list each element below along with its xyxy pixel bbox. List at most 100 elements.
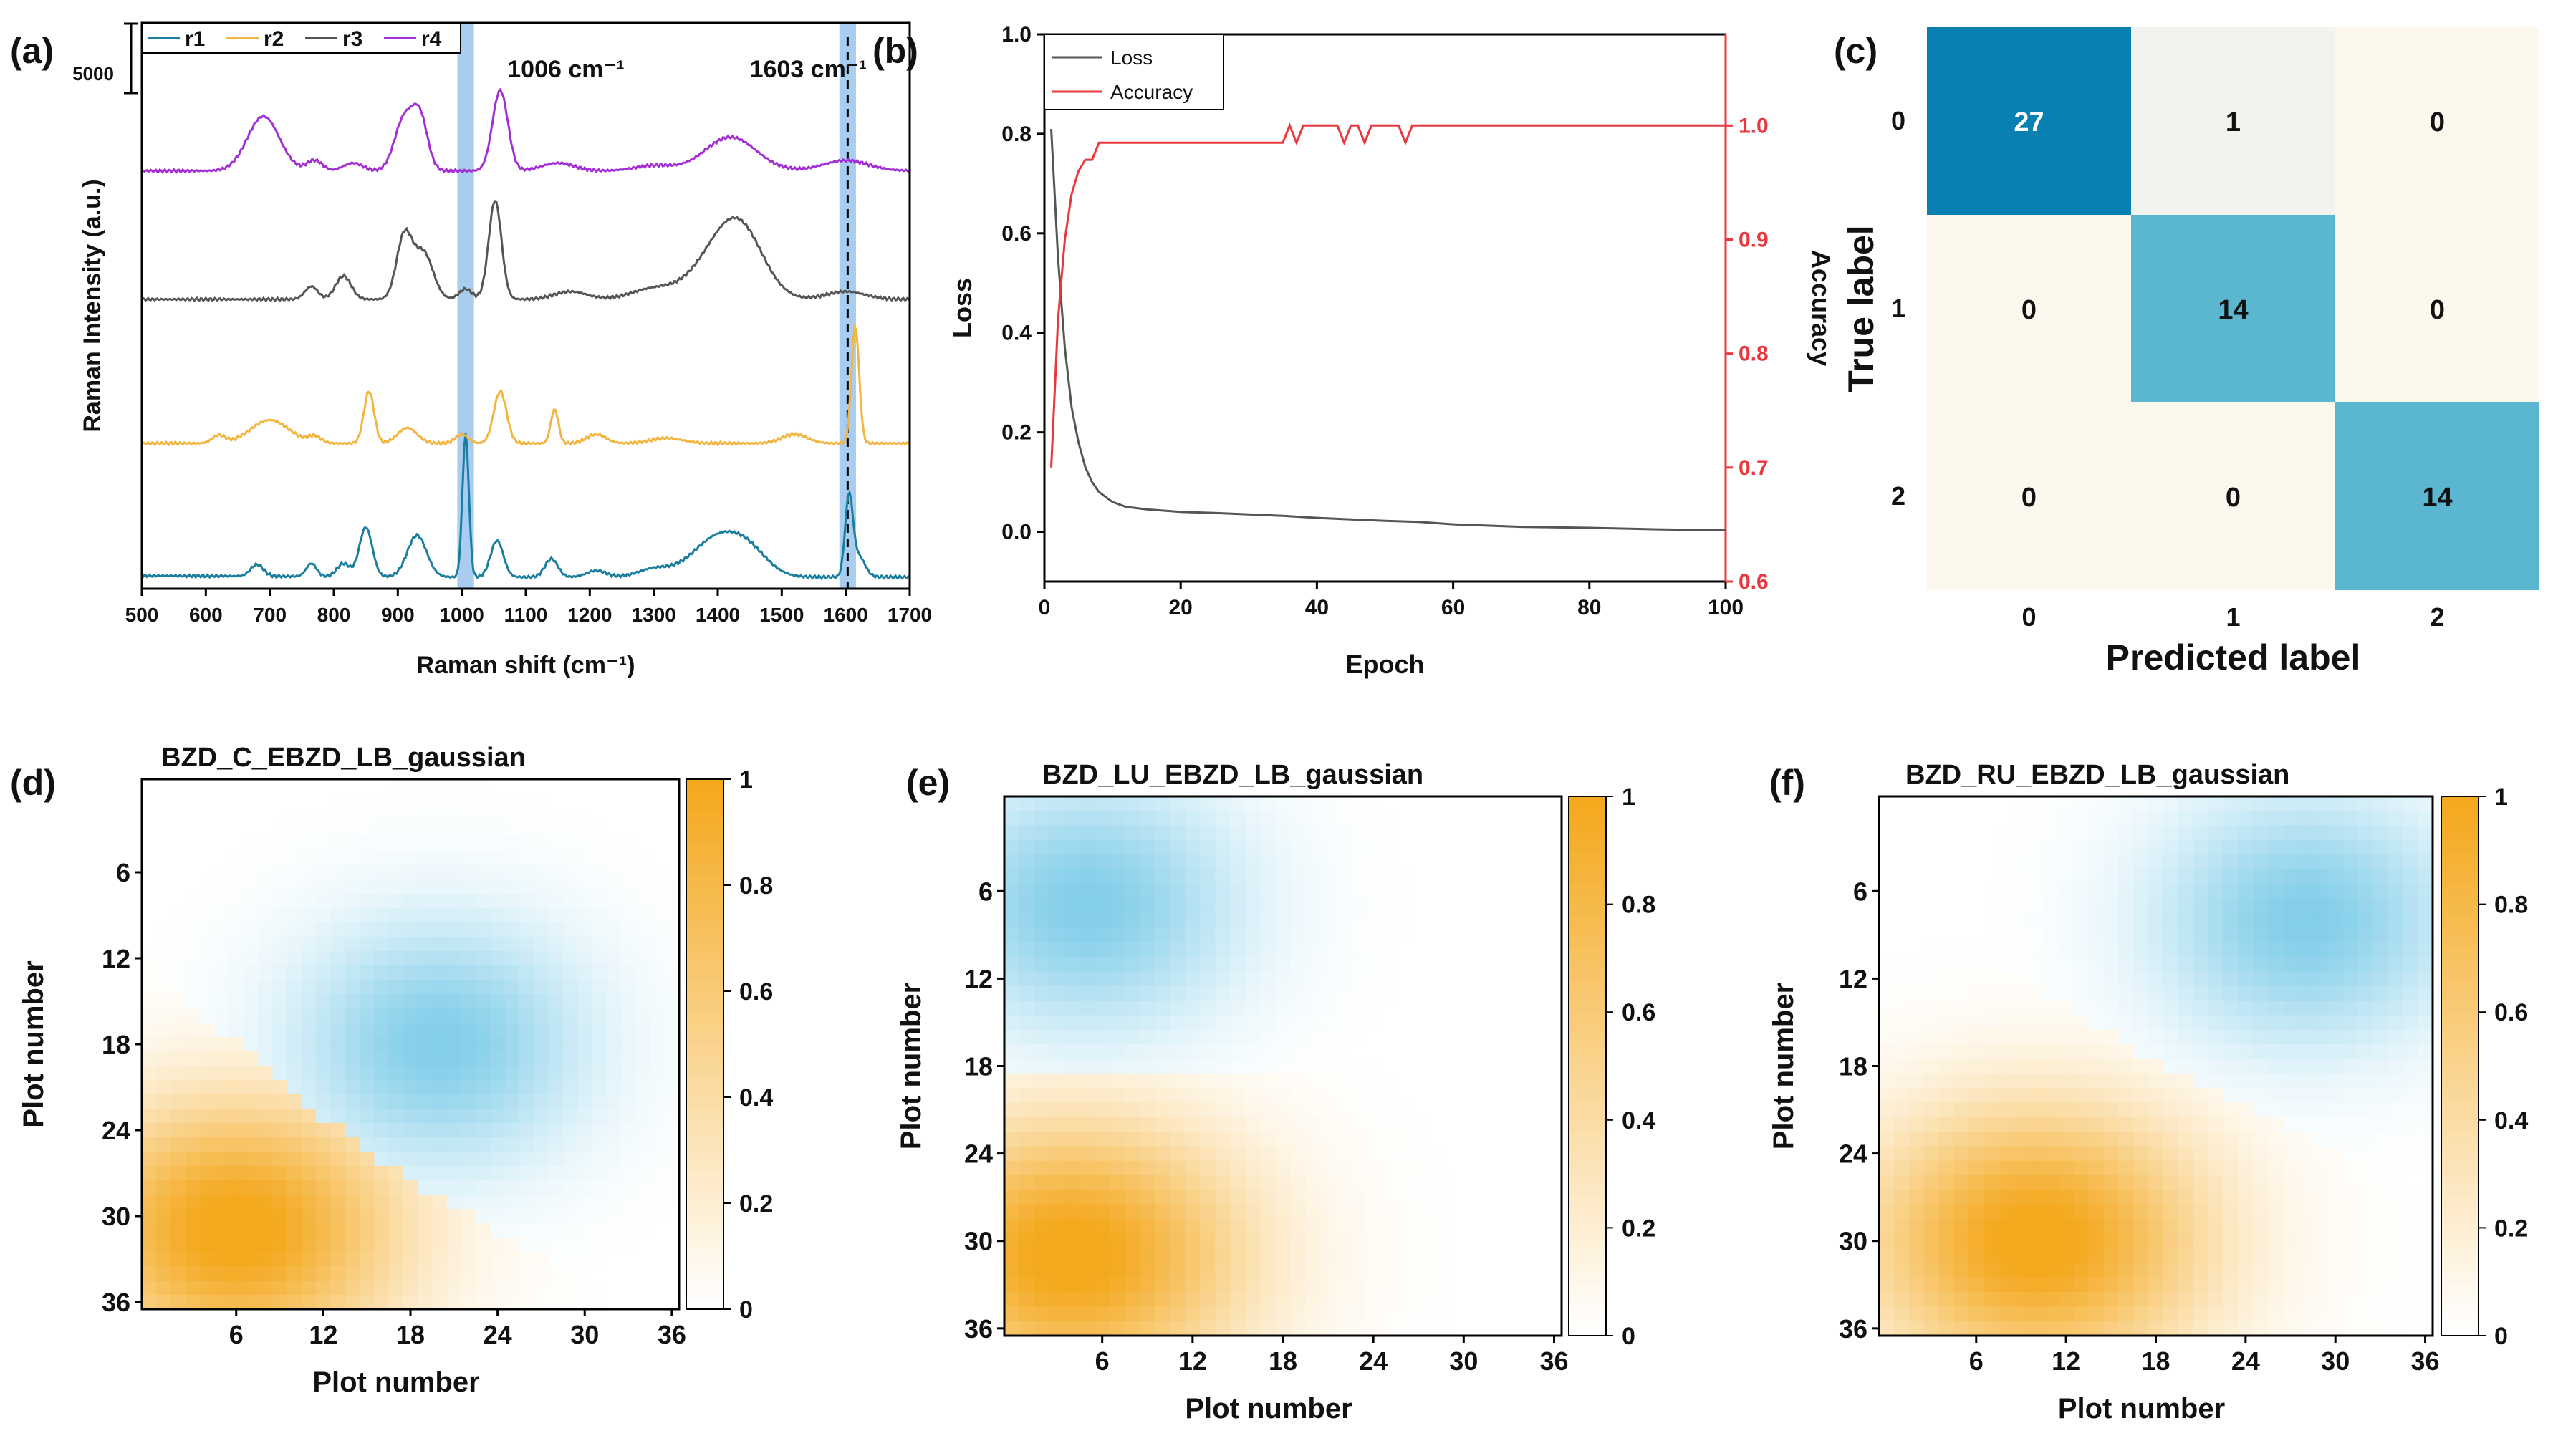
heat-cell (1170, 811, 1186, 826)
heat-cell (1034, 971, 1050, 987)
heat-cell (2268, 1291, 2284, 1307)
heat-cell (461, 1209, 476, 1224)
heat-cell (2014, 1044, 2029, 1059)
heat-cell (214, 1037, 230, 1052)
heat-cell (156, 994, 172, 1009)
heat-cell (214, 965, 230, 980)
heat-cell (360, 779, 375, 794)
heat-cell (1080, 1204, 1095, 1220)
heat-cell (200, 980, 215, 995)
heat-cell (2208, 956, 2224, 972)
heat-cell (562, 1281, 578, 1296)
heat-cell (2418, 1015, 2433, 1031)
heat-cell (360, 994, 375, 1009)
heat-cell (1501, 1044, 1517, 1059)
colorbar-segment (686, 1171, 723, 1183)
heat-cell (1441, 927, 1457, 943)
heat-cell (606, 1023, 622, 1038)
heat-cell (330, 994, 346, 1009)
heat-cell (1395, 1059, 1412, 1074)
heat-cell (1004, 898, 1020, 914)
heat-cell (1938, 1190, 1955, 1205)
heat-cell (1893, 1263, 1910, 1278)
heat-cell (534, 1180, 549, 1195)
heat-cell (461, 894, 476, 909)
heat-cell (1501, 1306, 1517, 1322)
heat-cell (2148, 912, 2164, 928)
heat-cell (2088, 825, 2104, 841)
heat-cell (577, 1094, 592, 1109)
heat-cell (1501, 854, 1517, 870)
heat-cell (1395, 1029, 1412, 1045)
heat-cell (2058, 796, 2074, 811)
heat-cell (1019, 1015, 1035, 1031)
heat-cell (418, 1051, 433, 1066)
heat-cell (1471, 1306, 1487, 1322)
heat-cell (432, 808, 448, 823)
heat-cell (1275, 811, 1292, 826)
heat-cell (1320, 1044, 1337, 1059)
heat-cell (1365, 796, 1382, 811)
heat-cell (2342, 1175, 2359, 1191)
heat-cell (1305, 1219, 1322, 1235)
heat-cell (1923, 1306, 1940, 1322)
heat-cell (650, 1180, 665, 1195)
heat-cell (1531, 884, 1547, 900)
heat-cell (229, 908, 244, 923)
heat-cell (592, 808, 607, 823)
heat-cell (577, 965, 592, 980)
heat-cell (1984, 1321, 1999, 1336)
heat-cell (287, 1094, 302, 1109)
heat-cell (1501, 1204, 1517, 1220)
heat-cell (2372, 1277, 2388, 1293)
heat-cell (2403, 1044, 2418, 1059)
heat-cell (272, 1123, 288, 1138)
heat-cell (1425, 811, 1442, 826)
heat-cell (316, 1180, 332, 1195)
heat-cell (1938, 1306, 1955, 1322)
heat-cell (1410, 1204, 1427, 1220)
heat-cell (606, 1238, 622, 1253)
heat-cell (2342, 1132, 2359, 1147)
heat-cell (1305, 811, 1322, 826)
heat-cell (519, 1195, 534, 1210)
colorbar-frame (686, 778, 724, 1310)
heat-cell (548, 1238, 564, 1253)
heat-cell (1305, 854, 1322, 870)
heat-cell (2193, 1117, 2209, 1132)
heat-cell (243, 1094, 259, 1109)
heat-cell (345, 1238, 360, 1253)
heat-cell (1200, 1029, 1216, 1045)
heat-cell (1004, 1248, 1020, 1263)
heat-cell (1953, 1073, 1969, 1089)
cell-value: 0 (2021, 483, 2037, 513)
colorbar-segment (1569, 1292, 1606, 1304)
colorbar-frame (2441, 796, 2479, 1336)
heat-cell (1185, 1146, 1201, 1162)
heat-cell (170, 1109, 186, 1124)
heat-cell (374, 1195, 390, 1210)
heat-cell (2238, 884, 2254, 900)
heat-cell (1938, 898, 1955, 914)
heat-cell (2418, 854, 2433, 870)
heat-cell (2327, 869, 2344, 884)
heat-cell (1350, 884, 1367, 900)
heat-cell (2342, 1263, 2359, 1278)
heat-cell (418, 822, 433, 837)
heat-cell (1185, 854, 1201, 870)
heat-cell (1019, 942, 1035, 958)
heat-cell (519, 1094, 534, 1109)
heat-cell (1064, 1321, 1080, 1336)
heat-cell (1486, 1117, 1502, 1132)
heat-cell (258, 1008, 274, 1023)
heat-cell (2073, 884, 2090, 900)
heat-cell (1380, 1321, 1397, 1336)
heat-cell (1140, 796, 1155, 811)
heat-cell (2208, 1160, 2224, 1176)
heat-cell (200, 865, 215, 880)
heat-cell (185, 1166, 201, 1181)
heat-cell (1953, 1029, 1969, 1045)
heat-cell (302, 980, 317, 995)
heat-cell (446, 851, 462, 866)
heat-cell (476, 922, 491, 937)
